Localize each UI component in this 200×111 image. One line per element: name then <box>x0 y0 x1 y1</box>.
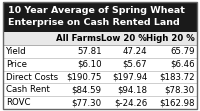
Text: High 20 %: High 20 % <box>146 34 195 43</box>
Text: $190.75: $190.75 <box>66 72 102 82</box>
Bar <box>3 45 197 58</box>
Text: All Farms: All Farms <box>56 34 102 43</box>
Bar <box>3 83 197 96</box>
Text: $94.18: $94.18 <box>117 85 147 94</box>
Bar <box>3 58 197 71</box>
Text: $-24.26: $-24.26 <box>114 98 147 107</box>
Text: $6.10: $6.10 <box>77 60 102 69</box>
Text: $162.98: $162.98 <box>159 98 195 107</box>
Text: $78.30: $78.30 <box>164 85 195 94</box>
Text: $5.67: $5.67 <box>123 60 147 69</box>
Bar <box>3 2 197 32</box>
Text: ROVC: ROVC <box>6 98 30 107</box>
Text: Low 20 %: Low 20 % <box>101 34 147 43</box>
Text: 57.81: 57.81 <box>77 47 102 56</box>
Text: 10 Year Average of Spring Wheat
Enterprise on Cash Rented Land: 10 Year Average of Spring Wheat Enterpri… <box>8 6 185 27</box>
Text: $6.46: $6.46 <box>170 60 195 69</box>
Bar <box>3 96 197 109</box>
Text: Price: Price <box>6 60 27 69</box>
Text: 47.24: 47.24 <box>123 47 147 56</box>
Text: 65.79: 65.79 <box>170 47 195 56</box>
Text: $84.59: $84.59 <box>72 85 102 94</box>
Text: Direct Costs: Direct Costs <box>6 72 58 82</box>
Text: Cash Rent: Cash Rent <box>6 85 50 94</box>
Text: Yield: Yield <box>6 47 27 56</box>
Text: $183.72: $183.72 <box>159 72 195 82</box>
Bar <box>3 71 197 83</box>
Text: $197.94: $197.94 <box>112 72 147 82</box>
Bar <box>3 32 197 45</box>
Text: $77.30: $77.30 <box>71 98 102 107</box>
